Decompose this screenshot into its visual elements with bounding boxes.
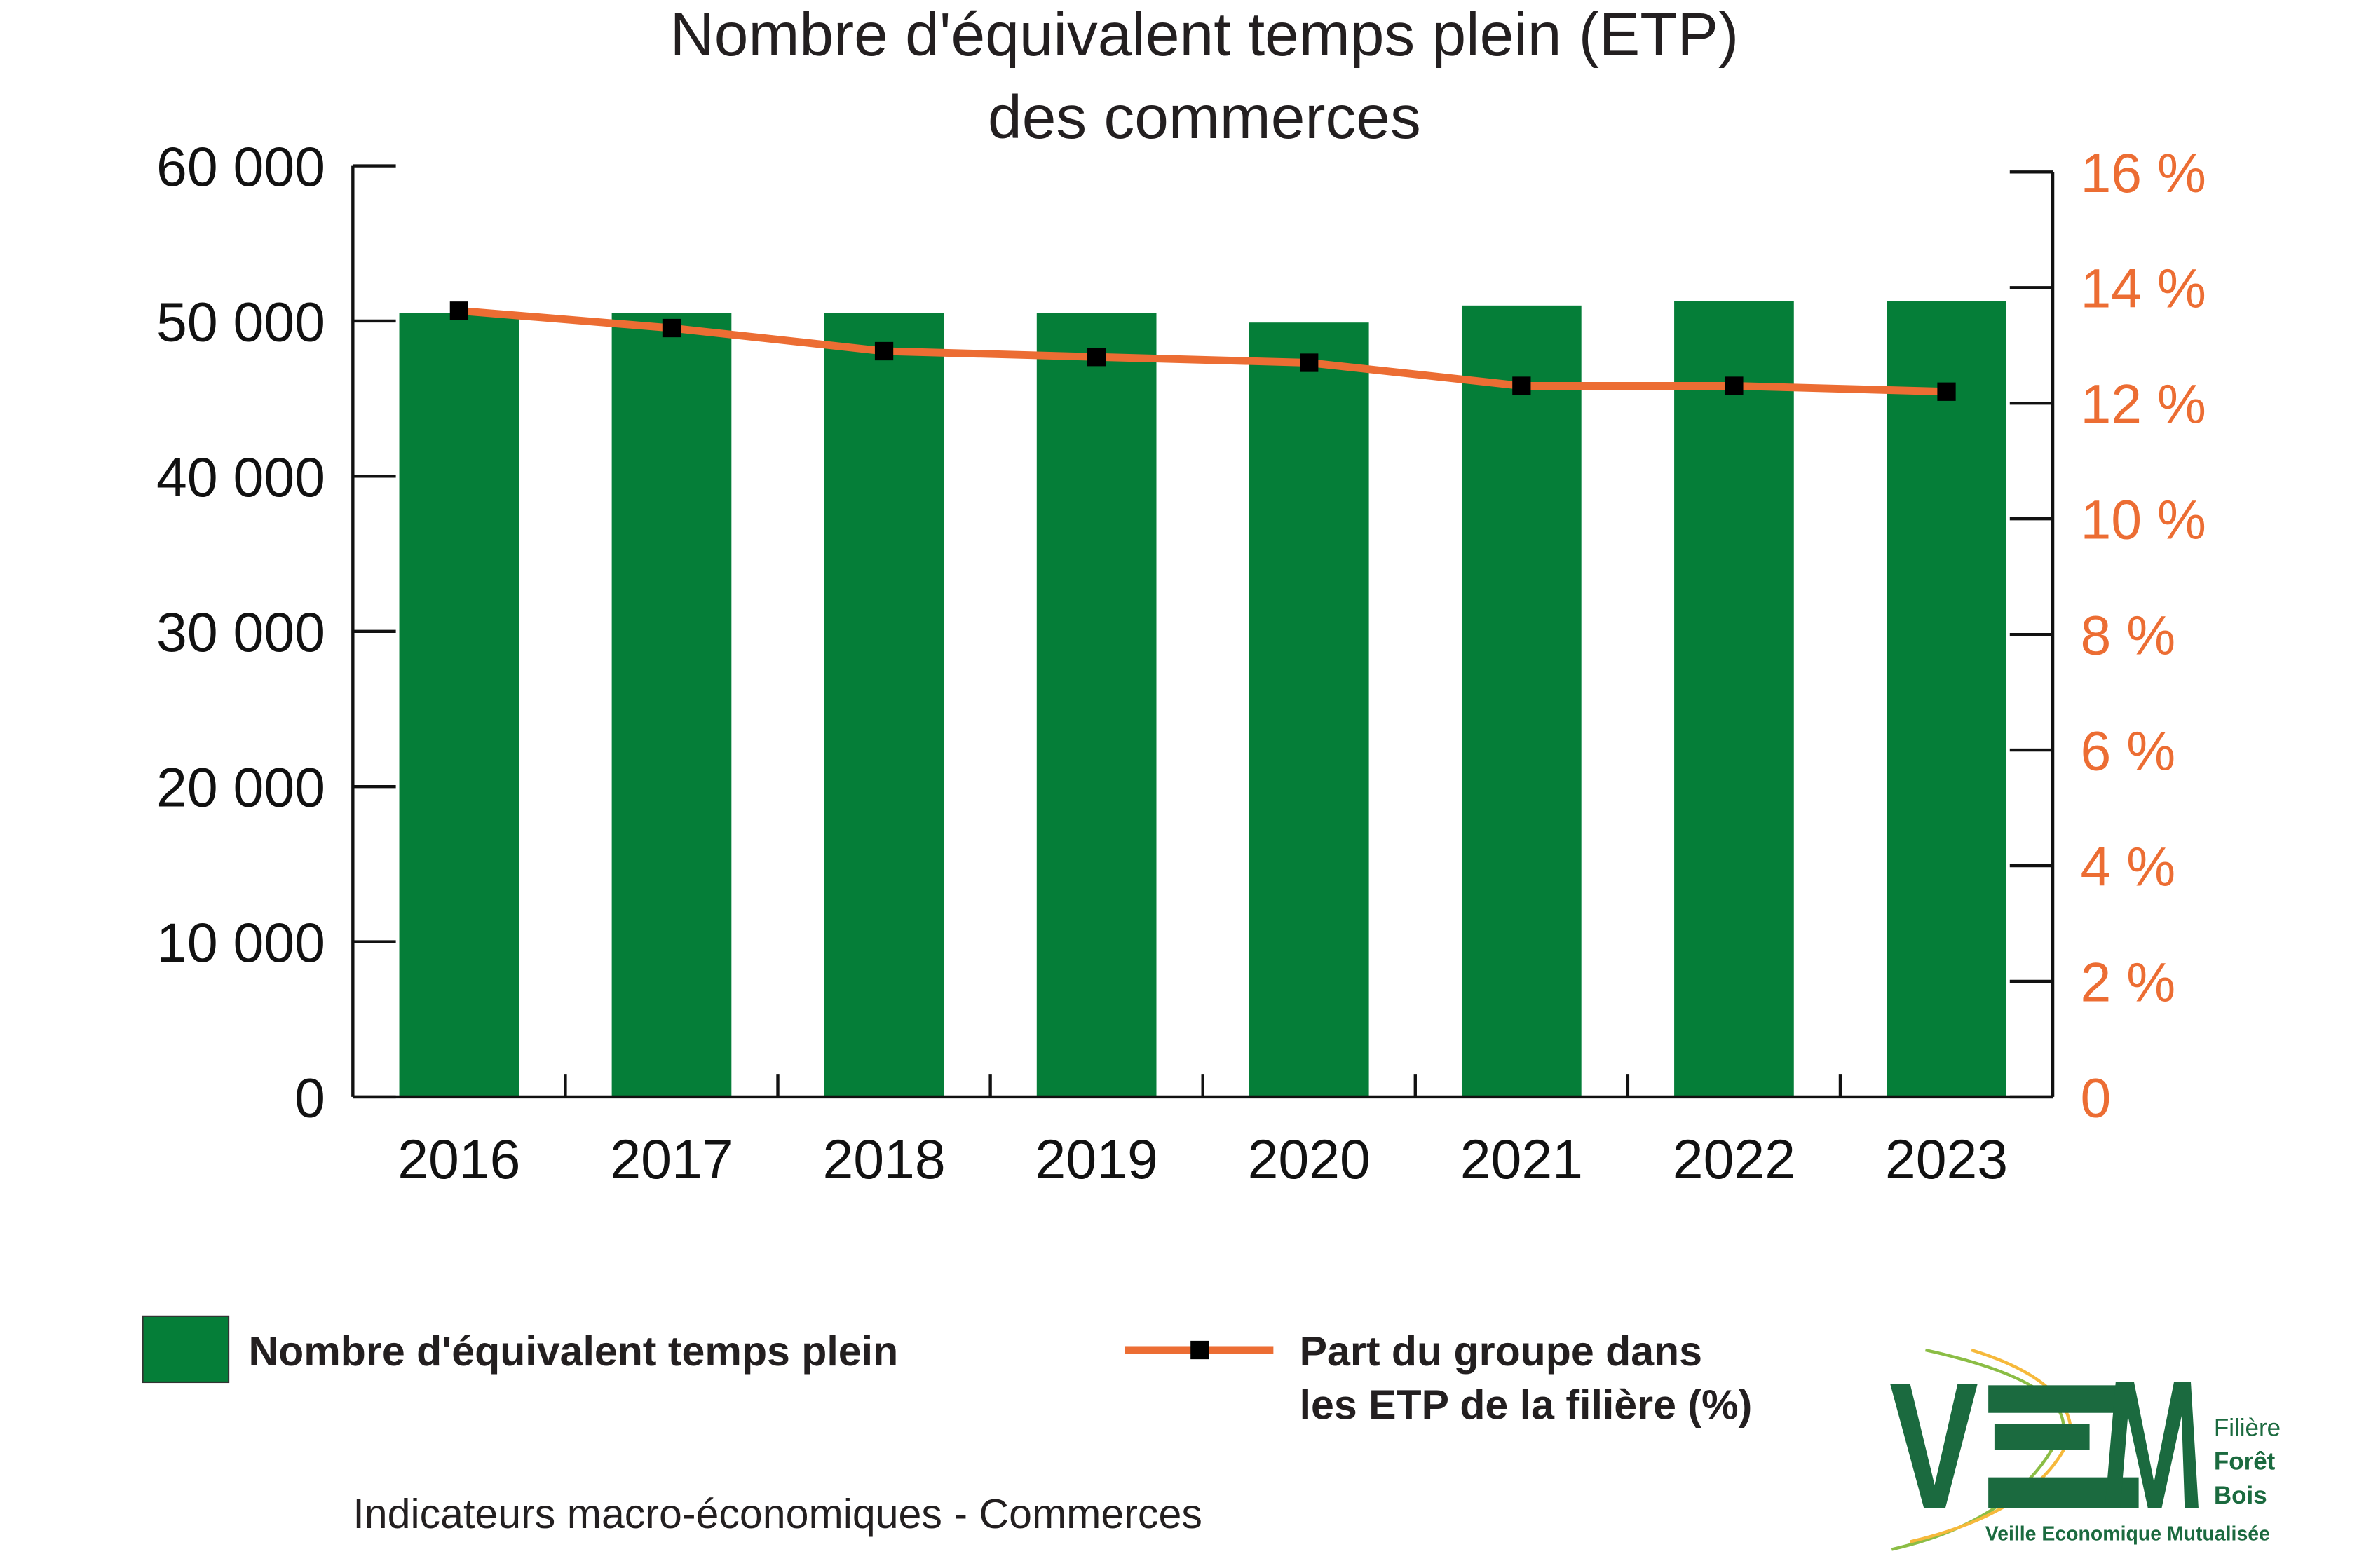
right-tick-label: 16 % [2080,142,2206,204]
chart-title-line1: Nombre d'équivalent temps plein (ETP) [670,0,1739,69]
bar-2022 [1674,301,1794,1097]
left-tick-label: 60 000 [156,136,325,198]
bar-2020 [1249,322,1369,1097]
x-tick-label: 2018 [822,1129,945,1190]
right-tick-label: 0 [2080,1067,2111,1129]
logo-letter-e-top [1988,1385,2116,1413]
logo-line1: Filière [2214,1414,2281,1442]
bar-2021 [1461,305,1582,1097]
line-point-2016 [449,301,469,320]
right-tick-label: 10 % [2080,489,2206,551]
line-point-2022 [1725,376,1744,395]
legend-label-bar: Nombre d'équivalent temps plein [249,1328,899,1375]
right-tick-label: 4 % [2080,836,2175,897]
right-tick-label: 8 % [2080,605,2175,667]
x-tick-label: 2020 [1248,1129,1371,1190]
x-tick-label: 2017 [610,1129,733,1190]
left-tick-label: 50 000 [156,291,325,353]
bar-2018 [824,313,944,1097]
bar-2023 [1887,301,2006,1097]
bar-2019 [1036,313,1157,1097]
chart-title-line2: des commerces [988,83,1421,151]
legend-label-line-2: les ETP de la filière (%) [1300,1382,1753,1428]
legend-swatch-bar [142,1315,230,1384]
x-tick-label: 2023 [1885,1129,2008,1190]
legend-label-line-1: Part du groupe dans [1300,1328,1702,1375]
left-tick-label: 0 [294,1067,325,1129]
axes-layer [351,165,2055,1099]
left-tick-label: 20 000 [156,757,325,819]
bars-layer [399,301,2006,1097]
line-point-2018 [874,341,894,361]
left-tick-label: 40 000 [156,446,325,508]
footer-caption: Indicateurs macro-économiques - Commerce… [353,1491,1202,1537]
line-point-2019 [1087,348,1106,367]
ticks-layer: 0 10 000 20 000 30 000 40 000 50 000 60 000 0 2 … [156,136,2206,1190]
logo-letter-e-middle [1994,1424,2090,1450]
logo-line3: Bois [2214,1482,2267,1509]
left-tick-label: 10 000 [156,912,325,974]
right-tick-label: 12 % [2080,374,2206,435]
bar-2017 [611,313,732,1097]
vem-logo: Filière Forêt Bois Veille Economique Mut… [1890,1348,2281,1551]
right-tick-label: 2 % [2080,951,2175,1013]
bar-2016 [399,313,519,1097]
left-tick-label: 30 000 [156,601,325,663]
legend-swatch-marker [1190,1340,1209,1360]
line-point-2023 [1937,382,1956,401]
right-tick-label: 6 % [2080,721,2175,782]
logo-letter-m [2105,1382,2199,1508]
series-line-part-du-groupe [458,306,1947,396]
logo-letter-v [1890,1384,1978,1508]
line-point-2021 [1512,376,1531,395]
right-tick-label: 14 % [2080,258,2206,320]
line-point-2020 [1300,353,1319,372]
logo-line2: Forêt [2214,1448,2276,1475]
logo-tagline: Veille Economique Mutualisée [1985,1522,2270,1545]
x-tick-label: 2021 [1460,1129,1583,1190]
line-point-2017 [662,318,681,338]
x-tick-label: 2016 [398,1129,520,1190]
x-tick-label: 2022 [1673,1129,1795,1190]
x-tick-label: 2019 [1035,1129,1158,1190]
line-layer [449,301,1956,401]
